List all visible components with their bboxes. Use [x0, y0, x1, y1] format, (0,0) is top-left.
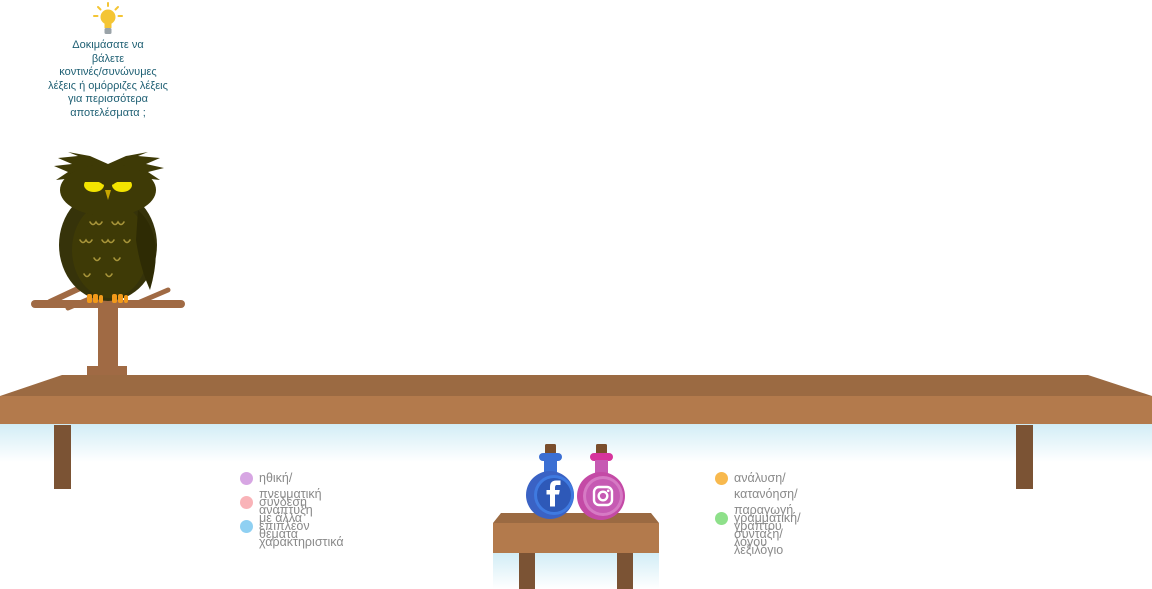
table-top — [493, 513, 659, 523]
table-glow — [493, 553, 659, 589]
table-leg-left — [519, 553, 535, 589]
legend-label: ανάλυση/κατανόηση/ παραγωγή γραπτού λόγο… — [734, 471, 798, 549]
legend-dot — [715, 472, 728, 485]
legend-label: γραμματική/σύνταξη/λεξιλόγιο — [734, 511, 801, 557]
legend-label: σύνδεση με άλλα θέματα — [259, 495, 307, 541]
tip-text: Δοκιμάσατε να βάλετε κοντινές/συνώνυμες … — [48, 39, 168, 119]
facebook-icon — [526, 444, 574, 519]
legend-dot — [240, 472, 253, 485]
legend-dot — [715, 512, 728, 525]
table-leg-right — [617, 553, 633, 589]
table-front — [493, 523, 659, 553]
legend-right: ανάλυση/κατανόηση/ παραγωγή γραπτού λόγο… — [715, 470, 975, 557]
legend-left: ηθική/πνευματική ανάπτυξη σύνδεση με άλλ… — [240, 470, 480, 550]
legend-dot — [240, 520, 253, 533]
instagram-icon — [577, 444, 625, 520]
shelf-top — [0, 375, 1152, 396]
legend-label: επιπλέον χαρακτηριστικά — [259, 519, 344, 549]
shelf-glow — [0, 424, 1152, 462]
legend-dot — [240, 496, 253, 509]
facebook-button[interactable] — [524, 443, 578, 523]
shelf-leg-right — [1016, 425, 1033, 489]
lightbulb-icon — [93, 2, 123, 34]
instagram-button[interactable] — [575, 443, 629, 523]
shelf-front — [0, 396, 1152, 425]
owl-illustration — [31, 152, 185, 385]
search-tip: Δοκιμάσατε να βάλετε κοντινές/συνώνυμες … — [40, 2, 176, 121]
shelf-leg-left — [54, 425, 71, 489]
legend-label: ηθική/πνευματική ανάπτυξη — [259, 471, 322, 517]
